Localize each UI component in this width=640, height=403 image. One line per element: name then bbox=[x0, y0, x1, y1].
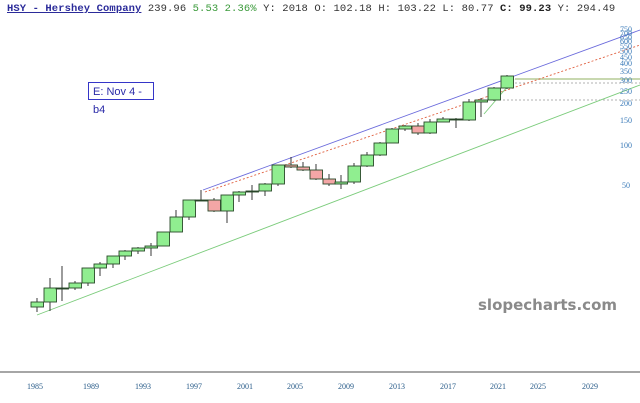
y-tick-label: 550 bbox=[620, 42, 632, 51]
x-tick-label: 1989 bbox=[83, 382, 99, 391]
candle[interactable] bbox=[423, 119, 437, 134]
y-tick-label: 350 bbox=[620, 67, 632, 76]
y-axis: 50 100 150 200 250 30035040045050055060065070… bbox=[620, 25, 632, 190]
year-value: 2018 bbox=[282, 3, 308, 15]
symbol-link[interactable]: HSY - Hershey Company bbox=[7, 3, 142, 15]
candle[interactable] bbox=[258, 183, 272, 196]
candle[interactable] bbox=[322, 174, 336, 186]
candle[interactable] bbox=[232, 191, 246, 202]
x-tick-label: 2005 bbox=[287, 382, 303, 391]
candle[interactable] bbox=[207, 198, 221, 212]
open-value: 102.18 bbox=[333, 3, 372, 15]
y-tick-label: 300 bbox=[620, 76, 632, 85]
middle-trendline[interactable] bbox=[204, 44, 640, 193]
candle[interactable] bbox=[284, 157, 298, 168]
low-value: 80.77 bbox=[461, 3, 494, 15]
candle[interactable] bbox=[500, 75, 514, 89]
y-label: Y: bbox=[557, 3, 571, 15]
y-tick-label: 700 bbox=[620, 29, 632, 38]
candle[interactable] bbox=[373, 142, 387, 156]
chart-header: HSY - Hershey Company 239.96 5.53 2.36% … bbox=[7, 3, 615, 15]
candle[interactable] bbox=[245, 185, 259, 200]
y-tick-label: 500 bbox=[620, 47, 632, 56]
candle[interactable] bbox=[436, 117, 450, 123]
y-tick-label: 450 bbox=[620, 53, 632, 62]
candle[interactable] bbox=[347, 163, 361, 184]
candle[interactable] bbox=[411, 123, 425, 135]
x-tick-label: 2021 bbox=[490, 382, 506, 391]
y-tick-label: 650 bbox=[620, 33, 632, 42]
y-tick-label: 600 bbox=[620, 37, 632, 46]
year-label: Y: bbox=[263, 3, 276, 15]
candle[interactable] bbox=[385, 128, 399, 144]
candle[interactable] bbox=[81, 267, 95, 286]
y-tick-label: 150 bbox=[620, 116, 632, 125]
x-tick-label: 2025 bbox=[530, 382, 546, 391]
x-axis: 1985 1989 1993 1997 2001 2005 2009 2013 2017 2021… bbox=[27, 382, 598, 391]
price-change-pct: 2.36% bbox=[224, 3, 257, 15]
lower-trendline[interactable] bbox=[36, 84, 640, 316]
candle[interactable] bbox=[296, 162, 310, 171]
candles[interactable] bbox=[30, 75, 514, 312]
x-tick-label: 2013 bbox=[389, 382, 405, 391]
candle[interactable] bbox=[55, 266, 69, 301]
x-tick-label: 2001 bbox=[237, 382, 253, 391]
upper-trendline[interactable] bbox=[202, 29, 640, 191]
close-value: 99.23 bbox=[519, 3, 552, 15]
x-tick-label: 1993 bbox=[135, 382, 151, 391]
y-tick-label: 200 bbox=[620, 99, 632, 108]
candle[interactable] bbox=[474, 98, 488, 117]
horizontal-levels bbox=[495, 78, 640, 101]
candle[interactable] bbox=[156, 231, 170, 247]
y-tick-label: 250 bbox=[620, 87, 632, 96]
candle[interactable] bbox=[309, 164, 323, 180]
y-tick-label: 100 bbox=[620, 141, 632, 150]
x-tick-label: 1985 bbox=[27, 382, 43, 391]
y-tick-label: 50 bbox=[622, 181, 630, 190]
close-label: C: bbox=[500, 3, 513, 15]
annotation-box[interactable]: E: Nov 4 - b4 bbox=[88, 82, 154, 116]
candle[interactable] bbox=[169, 210, 183, 233]
candle[interactable] bbox=[462, 99, 476, 121]
open-label: O: bbox=[314, 3, 328, 15]
candle[interactable] bbox=[93, 262, 107, 276]
price-change: 5.53 bbox=[192, 3, 219, 15]
candle[interactable] bbox=[131, 247, 145, 254]
candle[interactable] bbox=[182, 199, 196, 220]
candle[interactable] bbox=[106, 255, 120, 268]
candle[interactable] bbox=[271, 164, 285, 186]
candle[interactable] bbox=[43, 278, 57, 311]
candle[interactable] bbox=[487, 87, 501, 101]
last-price: 239.96 bbox=[147, 3, 187, 15]
high-label: H: bbox=[378, 3, 392, 15]
y-value: 294.49 bbox=[576, 3, 616, 15]
candle[interactable] bbox=[118, 250, 132, 260]
x-tick-label: 2029 bbox=[582, 382, 598, 391]
y-tick-label: 400 bbox=[620, 59, 632, 68]
watermark: slopecharts.com bbox=[478, 296, 617, 314]
low-label: L: bbox=[442, 3, 456, 15]
x-tick-label: 1997 bbox=[186, 382, 202, 391]
x-tick-label: 2009 bbox=[338, 382, 354, 391]
high-value: 103.22 bbox=[397, 3, 436, 15]
candle[interactable] bbox=[360, 152, 374, 167]
candle[interactable] bbox=[334, 175, 348, 189]
y-tick-label: 750 bbox=[620, 25, 632, 34]
candle[interactable] bbox=[220, 194, 234, 223]
candle[interactable] bbox=[30, 298, 44, 312]
candle[interactable] bbox=[194, 190, 208, 202]
x-tick-label: 2017 bbox=[440, 382, 456, 391]
candle[interactable] bbox=[449, 118, 463, 128]
candle[interactable] bbox=[144, 243, 158, 256]
candle[interactable] bbox=[398, 125, 412, 131]
candle[interactable] bbox=[68, 281, 82, 290]
